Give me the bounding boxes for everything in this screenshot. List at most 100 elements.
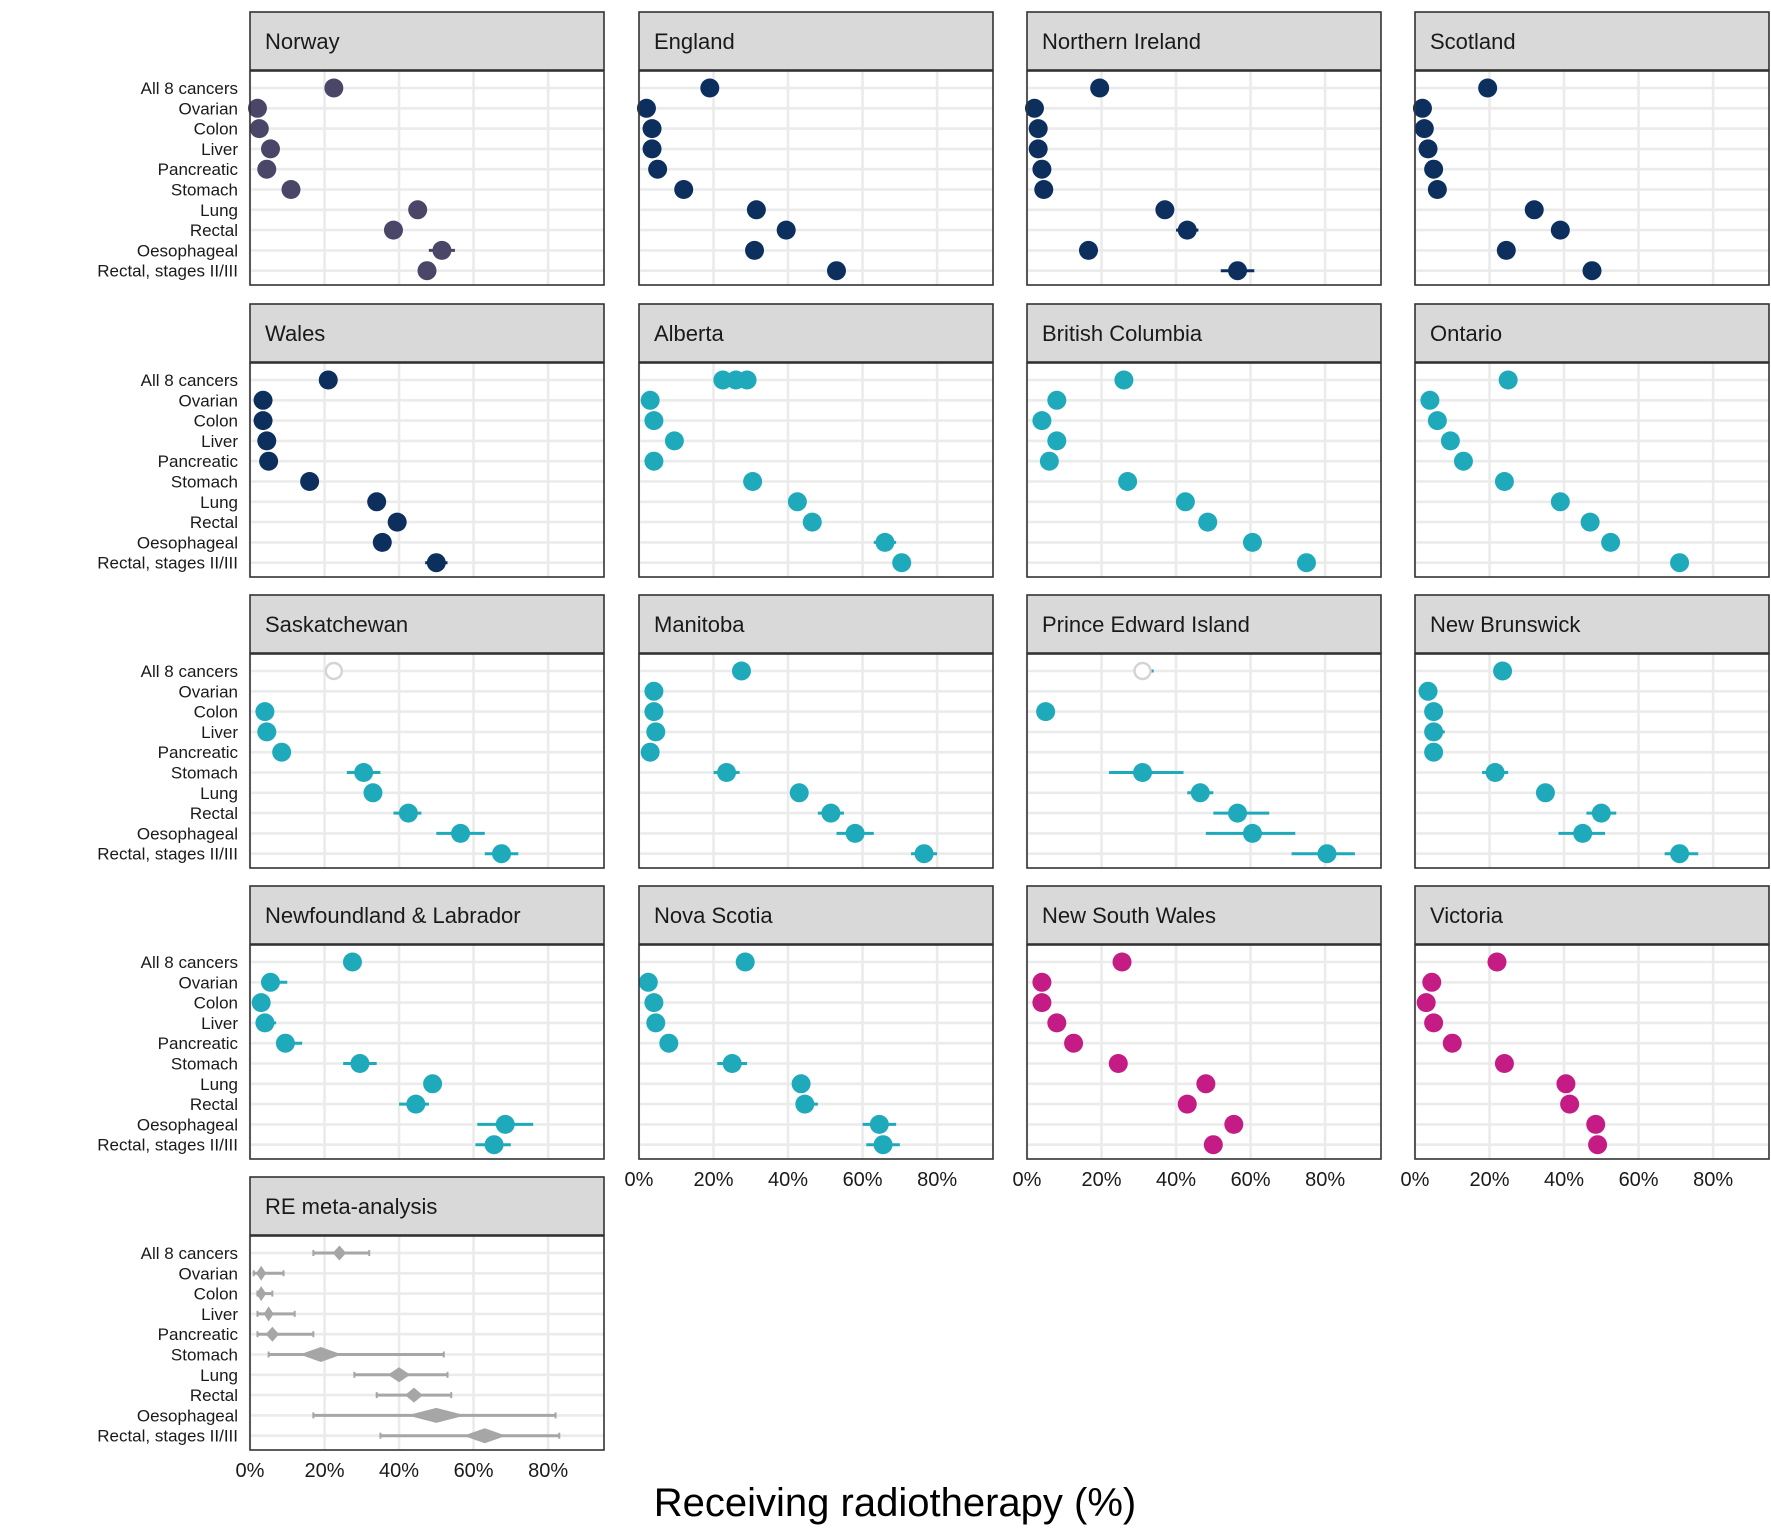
point-prince-edward-island-colon (1036, 702, 1056, 722)
panel-manitoba: Manitoba (637, 594, 994, 869)
point-nova-scotia-colon (644, 993, 664, 1013)
plot-bg-newfoundland-labrador (250, 945, 604, 1159)
point-newfoundland-labrador-ovarian (260, 972, 280, 992)
strip-nova-scotia (638, 885, 994, 945)
panel-alberta: Alberta (637, 303, 994, 578)
y-tick-label-newfoundland-labrador-all-8-cancers: All 8 cancers (141, 953, 238, 972)
point-nova-scotia-lung (791, 1074, 811, 1094)
point-saskatchewan-lung (363, 783, 383, 803)
point-scotland-lung (1524, 200, 1544, 220)
strip-label-nova-scotia: Nova Scotia (654, 903, 773, 928)
point-scotland-colon (1414, 119, 1434, 139)
x-axis-title: Receiving radiotherapy (%) (654, 1481, 1136, 1525)
panel-frame-british-columbia (1026, 362, 1382, 578)
point-extra-alberta-all-8-cancers-1 (737, 370, 757, 390)
x-tick-label-re-meta-analysis-1: 20% (305, 1460, 345, 1482)
x-tick-label-nova-scotia-3: 60% (843, 1169, 883, 1191)
strip-scotland (1414, 11, 1770, 71)
point-wales-lung (367, 492, 387, 512)
point-wales-all-8-cancers (318, 370, 338, 390)
point-norway-stomach (281, 180, 301, 199)
y-tick-label-saskatchewan-oesophageal: Oesophageal (137, 824, 238, 843)
strip-label-new-south-wales: New South Wales (1042, 903, 1216, 928)
estimate-diamond-re-meta-analysis-rectal (405, 1387, 423, 1403)
point-victoria-rectal (1560, 1094, 1580, 1114)
point-victoria-stomach (1494, 1054, 1514, 1073)
point-new-brunswick-stomach (1485, 763, 1505, 782)
point-victoria-oesophageal (1586, 1114, 1606, 1134)
y-tick-label-re-meta-analysis-colon: Colon (194, 1285, 238, 1304)
x-tick-label-new-south-wales-1: 20% (1082, 1169, 1122, 1191)
point-prince-edward-island-rectal-stages-ii-iii (1317, 844, 1337, 864)
panel-frame-manitoba (638, 653, 994, 869)
point-alberta-rectal-stages-ii-iii (892, 553, 912, 573)
panel-frame-norway (249, 70, 605, 286)
strip-label-prince-edward-island: Prince Edward Island (1042, 612, 1250, 637)
point-ontario-oesophageal (1601, 532, 1621, 552)
point-saskatchewan-liver (257, 722, 277, 742)
point-british-columbia-stomach (1118, 472, 1138, 491)
point-norway-rectal (383, 220, 403, 240)
plot-bg-manitoba (639, 654, 993, 868)
y-tick-label-newfoundland-labrador-rectal: Rectal (190, 1095, 238, 1114)
strip-label-scotland: Scotland (1430, 29, 1516, 54)
estimate-diamond-re-meta-analysis-pancreatic (265, 1326, 280, 1342)
strip-label-wales: Wales (265, 321, 325, 346)
point-wales-liver (257, 431, 277, 451)
plot-bg-saskatchewan (250, 654, 604, 868)
point-northern-ireland-rectal (1177, 220, 1197, 240)
y-tick-label-saskatchewan-lung: Lung (200, 784, 238, 803)
point-wales-ovarian (253, 390, 273, 410)
y-tick-label-newfoundland-labrador-liver: Liver (201, 1014, 238, 1033)
point-manitoba-lung (789, 783, 809, 803)
point-saskatchewan-stomach (354, 763, 374, 782)
strip-re-meta-analysis (249, 1176, 605, 1236)
y-tick-label-newfoundland-labrador-lung: Lung (200, 1075, 238, 1094)
y-tick-label-saskatchewan-liver: Liver (201, 723, 238, 742)
point-newfoundland-labrador-all-8-cancers (342, 952, 362, 972)
point-norway-colon (249, 119, 269, 139)
strip-label-british-columbia: British Columbia (1042, 321, 1203, 346)
point-scotland-pancreatic (1424, 159, 1444, 179)
strip-label-alberta: Alberta (654, 321, 724, 346)
point-wales-pancreatic (259, 451, 279, 471)
plot-bg-new-brunswick (1415, 654, 1769, 868)
point-victoria-rectal-stages-ii-iii (1588, 1135, 1608, 1155)
panel-frame-scotland (1414, 70, 1770, 286)
point-british-columbia-pancreatic (1039, 451, 1059, 471)
point-nova-scotia-oesophageal (869, 1114, 889, 1134)
point-norway-ovarian (247, 98, 267, 118)
y-tick-label-norway-lung: Lung (200, 201, 238, 220)
panel-british-columbia: British Columbia (1025, 303, 1382, 578)
y-tick-label-wales-all-8-cancers: All 8 cancers (141, 371, 238, 390)
panel-victoria: Victoria 0% 20% 40% 60% 80% (1401, 885, 1770, 1191)
strip-label-england: England (654, 29, 735, 54)
plot-bg-england (639, 71, 993, 285)
point-prince-edward-island-oesophageal (1242, 823, 1262, 843)
point-new-south-wales-stomach (1108, 1054, 1128, 1073)
y-tick-label-wales-pancreatic: Pancreatic (158, 452, 239, 471)
point-newfoundland-labrador-rectal (406, 1094, 426, 1114)
point-newfoundland-labrador-pancreatic (275, 1033, 295, 1053)
point-british-columbia-lung (1175, 492, 1195, 512)
point-british-columbia-oesophageal (1242, 532, 1262, 552)
point-british-columbia-ovarian (1047, 390, 1067, 410)
estimate-diamond-re-meta-analysis-liver (263, 1306, 274, 1322)
strip-label-norway: Norway (265, 29, 340, 54)
strip-label-northern-ireland: Northern Ireland (1042, 29, 1201, 54)
y-tick-label-newfoundland-labrador-rectal-stages-ii-iii: Rectal, stages II/III (97, 1136, 238, 1155)
x-tick-label-victoria-3: 60% (1619, 1169, 1659, 1191)
strip-ontario (1414, 303, 1770, 363)
panel-frame-alberta (638, 362, 994, 578)
point-wales-oesophageal (372, 532, 392, 552)
point-nova-scotia-rectal (795, 1094, 815, 1114)
point-saskatchewan-pancreatic (272, 742, 292, 762)
y-tick-label-wales-colon: Colon (194, 412, 238, 431)
plot-bg-prince-edward-island (1027, 654, 1381, 868)
strip-alberta (638, 303, 994, 363)
strip-prince-edward-island (1026, 594, 1382, 654)
point-saskatchewan-colon (255, 702, 275, 722)
estimate-diamond-re-meta-analysis-lung (387, 1367, 411, 1383)
strip-label-saskatchewan: Saskatchewan (265, 612, 408, 637)
